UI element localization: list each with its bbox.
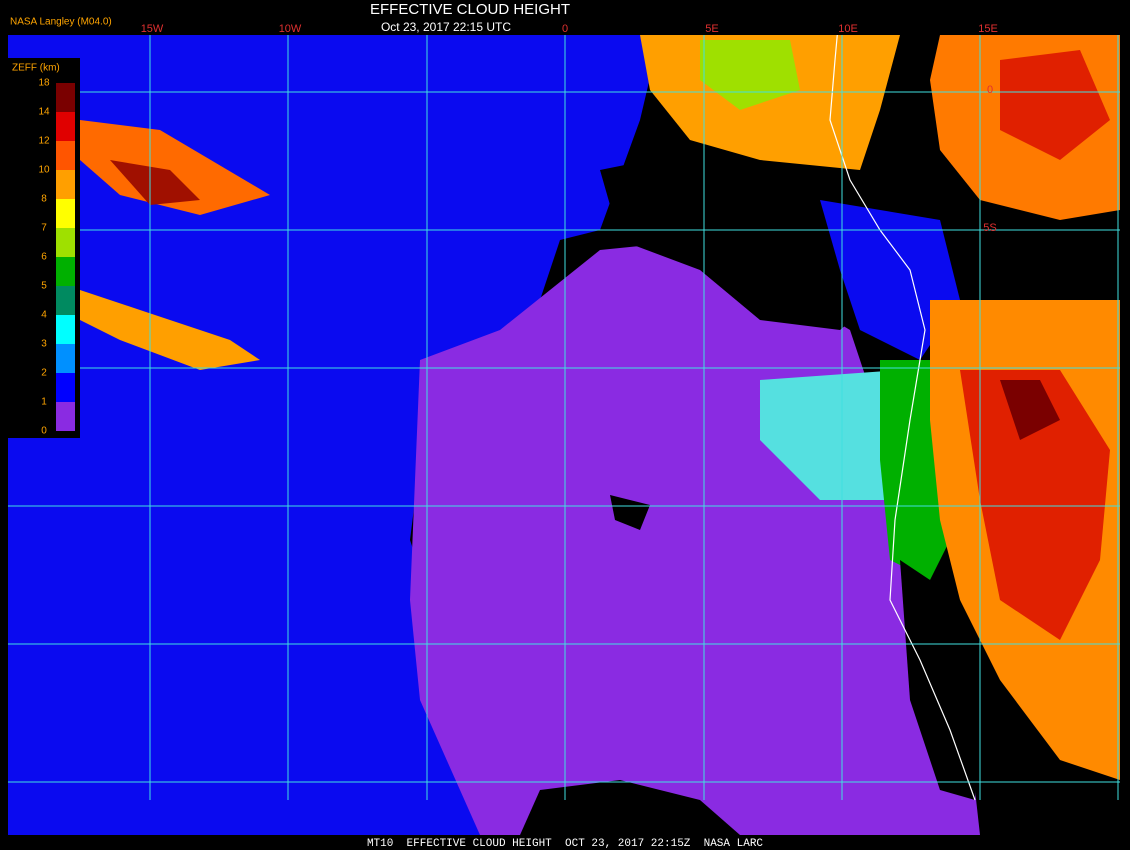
latitude-label: 5S bbox=[983, 222, 996, 234]
title: EFFECTIVE CLOUD HEIGHT bbox=[370, 1, 570, 18]
colorbar-label: 6 bbox=[41, 252, 47, 263]
colorbar-label: 0 bbox=[41, 426, 47, 437]
colorbar-band bbox=[56, 373, 75, 402]
colorbar-label: 18 bbox=[38, 78, 50, 89]
latitude-label: 0 bbox=[987, 84, 993, 96]
colorbar-band bbox=[56, 199, 75, 228]
colorbar-label: 4 bbox=[41, 310, 47, 321]
colorbar-band bbox=[56, 286, 75, 315]
footer: MT10 EFFECTIVE CLOUD HEIGHT OCT 23, 2017… bbox=[367, 838, 763, 850]
colorbar-band bbox=[56, 83, 75, 112]
colorbar-label: 1 bbox=[41, 397, 47, 408]
colorbar-label: 3 bbox=[41, 339, 47, 350]
longitude-label: 5E bbox=[705, 23, 718, 35]
colorbar-band bbox=[56, 315, 75, 344]
source: NASA Langley (M04.0) bbox=[10, 17, 112, 28]
colorbar-band bbox=[56, 141, 75, 170]
colorbar-title: ZEFF (km) bbox=[12, 63, 60, 74]
colorbar-label: 5 bbox=[41, 281, 47, 292]
colorbar-label: 2 bbox=[41, 368, 47, 379]
colorbar-label: 7 bbox=[41, 223, 47, 234]
cloud-field bbox=[8, 4, 1120, 835]
graticule bbox=[8, 35, 1120, 800]
colorbar-label: 12 bbox=[38, 136, 50, 147]
longitude-label: 10E bbox=[838, 23, 858, 35]
footer-band bbox=[0, 835, 1130, 850]
colorbar-band bbox=[56, 344, 75, 373]
colorbar-band bbox=[56, 228, 75, 257]
longitude-label: 0 bbox=[562, 23, 568, 35]
longitude-label: 10W bbox=[279, 23, 302, 35]
colorbar-band bbox=[56, 170, 75, 199]
colorbar-band bbox=[56, 257, 75, 286]
longitude-label: 15E bbox=[978, 23, 998, 35]
colorbar-label: 8 bbox=[41, 194, 47, 205]
header-band bbox=[0, 0, 1130, 35]
longitude-label: 15W bbox=[141, 23, 164, 35]
colorbar-label: 14 bbox=[38, 107, 50, 118]
colorbar-label: 10 bbox=[38, 165, 50, 176]
colorbar-band bbox=[56, 402, 75, 431]
subtitle: Oct 23, 2017 22:15 UTC bbox=[381, 20, 511, 34]
colorbar-band bbox=[56, 112, 75, 141]
